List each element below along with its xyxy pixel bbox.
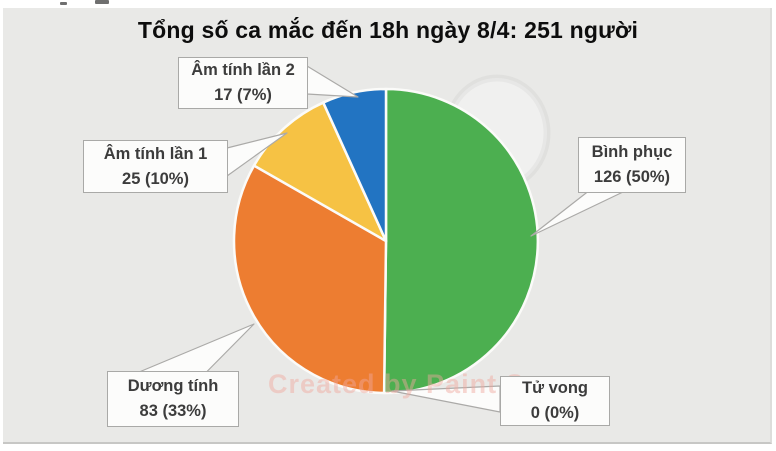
slice-value: 0 (0%) <box>530 404 580 422</box>
pie-slice <box>322 87 388 243</box>
watermark-text: Created by Paint S <box>268 369 525 399</box>
label-tu-vong: Tử vong 0 (0%) <box>500 376 610 426</box>
pie <box>232 87 540 395</box>
slice-value: 126 (50%) <box>593 168 671 186</box>
callout-pointer-am-tinh-lan-2 <box>306 65 359 98</box>
callout-pointer-binh-phuc <box>530 190 625 237</box>
slice-label: Dương tính <box>127 377 219 396</box>
callout-pointers <box>137 65 625 413</box>
label-duong-tinh: Dương tính 83 (33%) <box>107 371 239 427</box>
label-am-tinh-lan-2: Âm tính lần 2 17 (7%) <box>178 57 308 109</box>
pie-slice <box>382 87 540 395</box>
pie-slice <box>252 101 388 243</box>
callout-pointer-duong-tinh <box>137 323 255 374</box>
pie-slice <box>232 164 388 395</box>
slice-label: Bình phục <box>591 143 673 162</box>
cropped-text-fragment <box>95 0 109 4</box>
slice-value: 17 (7%) <box>214 86 272 104</box>
slice-value: 83 (33%) <box>139 402 207 420</box>
cropped-text-fragment <box>60 2 67 5</box>
slice-label: Âm tính lần 2 <box>191 61 295 80</box>
chart-title: Tổng số ca mắc đến 18h ngày 8/4: 251 ngư… <box>137 17 639 43</box>
slice-value: 25 (10%) <box>122 169 189 188</box>
label-am-tinh-lan-1: Âm tính lần 1 25 (10%) <box>83 140 228 193</box>
cropped-page-edge <box>0 0 776 8</box>
slice-label: Tử vong <box>521 379 589 398</box>
label-binh-phuc: Bình phục 126 (50%) <box>578 137 686 193</box>
slice-label: Âm tính lần 1 <box>103 144 208 163</box>
